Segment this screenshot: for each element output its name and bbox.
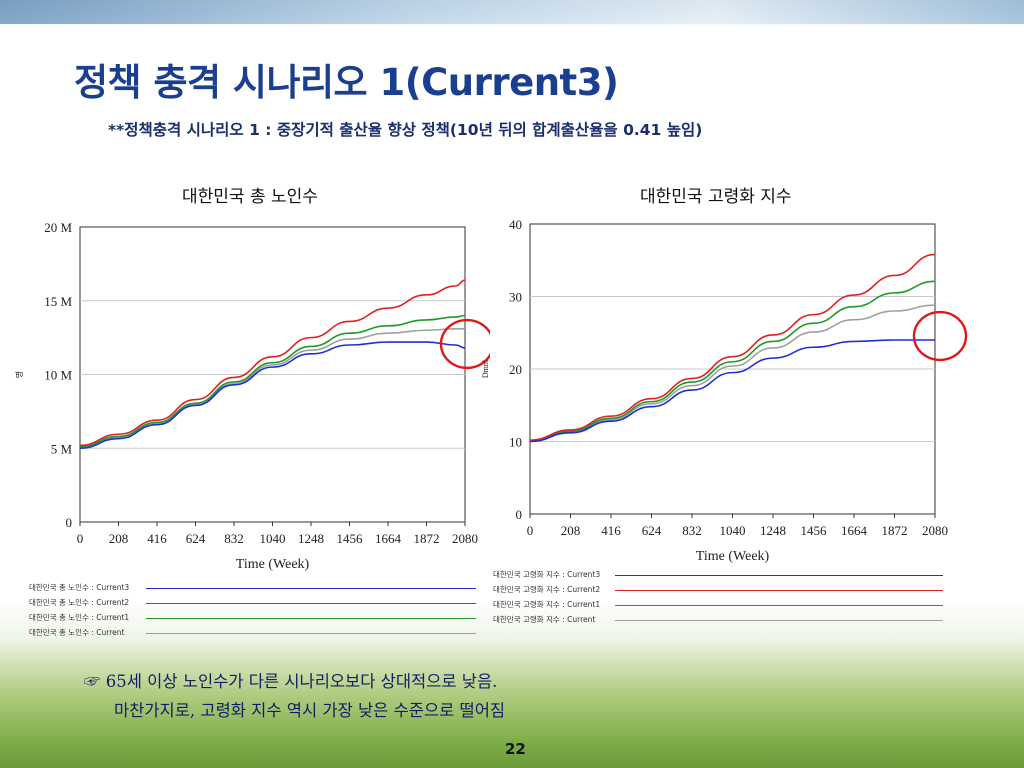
y-tick-label: 30: [509, 290, 522, 305]
x-tick-label: 208: [561, 523, 581, 538]
legend-swatch: [615, 620, 943, 621]
legend-swatch: [615, 590, 943, 591]
legend-item: 대한민국 고령화 지수 : Current2: [493, 584, 953, 598]
series-line: [79, 279, 466, 447]
x-tick-label: 1248: [298, 531, 324, 546]
note-line-1: ☞ 65세 이상 노인수가 다른 시나리오보다 상대적으로 낮음.: [84, 672, 498, 691]
legend-label: 대한민국 고령화 지수 : Current: [493, 615, 596, 624]
x-axis-label: Time (Week): [696, 549, 770, 564]
legend-item: 대한민국 총 노인수 : Current1: [29, 612, 489, 626]
x-tick-label: 1040: [720, 523, 746, 538]
x-tick-label: 2080: [922, 523, 948, 538]
x-tick-label: 1456: [801, 523, 828, 538]
aging-index-chart: 0 10 20 30 40 0 208 416 624 832 1040 1248 1456 1664 18…: [481, 217, 968, 564]
slide-title: 정책 충격 시나리오 1(Current3): [74, 61, 619, 104]
x-tick-label: 1872: [882, 523, 908, 538]
legend-item: 대한민국 고령화 지수 : Current: [493, 614, 953, 628]
legend-label: 대한민국 총 노인수 : Current1: [29, 613, 130, 622]
y-tick-label: 0: [66, 515, 73, 530]
y-tick-label: 10: [509, 435, 522, 450]
series-line: [529, 339, 935, 443]
x-tick-label: 832: [224, 531, 244, 546]
series-line: [529, 280, 936, 442]
legend-item: 대한민국 총 노인수 : Current3: [29, 582, 489, 596]
chart-title-elderly-population: 대한민국 총 노인수: [182, 187, 318, 207]
x-axis-label: Time (Week): [236, 557, 310, 572]
legend-swatch: [615, 605, 943, 606]
y-tick-label: 20: [509, 362, 522, 377]
legend-label: 대한민국 고령화 지수 : Current1: [493, 600, 601, 609]
series-line: [529, 304, 936, 442]
x-tick-label: 0: [77, 531, 84, 546]
x-tick-label: 208: [109, 531, 129, 546]
legend-swatch: [615, 575, 943, 576]
series-line: [529, 253, 936, 441]
legend-aging-index: 대한민국 고령화 지수 : Current3 대한민국 고령화 지수 : Cur…: [493, 569, 953, 629]
legend-swatch: [146, 633, 476, 634]
legend-swatch: [146, 603, 476, 604]
note-line-2: 마찬가지로, 고령화 지수 역시 가장 낮은 수준으로 떨어짐: [114, 701, 506, 720]
x-tick-label: 1664: [841, 523, 868, 538]
elderly-population-chart: 0 5 M 10 M 15 M 20 M 0 208 416 624 832 1040 1248 145…: [14, 220, 490, 572]
legend-label: 대한민국 총 노인수 : Current: [29, 628, 125, 637]
legend-label: 대한민국 총 노인수 : Current2: [29, 598, 130, 607]
x-tick-label: 2080: [452, 531, 478, 546]
y-tick-label: 5 M: [51, 441, 73, 456]
page-number: 22: [505, 740, 526, 758]
legend-item: 대한민국 고령화 지수 : Current1: [493, 599, 953, 613]
x-tick-label: 1456: [337, 531, 364, 546]
x-tick-label: 624: [186, 531, 206, 546]
legend-swatch: [146, 588, 476, 589]
chart-title-aging-index: 대한민국 고령화 지수: [640, 187, 792, 207]
legend-swatch: [146, 618, 476, 619]
highlight-circle: [912, 310, 968, 362]
x-tick-label: 624: [642, 523, 662, 538]
x-tick-label: 832: [682, 523, 702, 538]
x-tick-label: 0: [527, 523, 534, 538]
y-tick-label: 10 M: [44, 368, 72, 383]
header-band: [0, 0, 1024, 24]
x-tick-label: 416: [601, 523, 621, 538]
x-tick-label: 1872: [414, 531, 440, 546]
y-tick-label: 15 M: [44, 294, 72, 309]
x-tick-label: 1248: [760, 523, 786, 538]
legend-item: 대한민국 총 노인수 : Current: [29, 627, 489, 641]
legend-item: 대한민국 총 노인수 : Current2: [29, 597, 489, 611]
series-line: [79, 314, 466, 448]
series-line: [79, 341, 466, 450]
legend-item: 대한민국 고령화 지수 : Current3: [493, 569, 953, 583]
y-axis-label: Dmnl: [481, 359, 490, 378]
y-tick-label: 0: [516, 507, 523, 522]
x-tick-label: 416: [147, 531, 167, 546]
x-tick-label: 1040: [260, 531, 286, 546]
y-axis-label: 명: [14, 371, 24, 378]
y-tick-label: 40: [509, 217, 522, 232]
legend-label: 대한민국 고령화 지수 : Current3: [493, 570, 601, 579]
highlight-circle: [439, 318, 490, 370]
legend-label: 대한민국 고령화 지수 : Current2: [493, 585, 601, 594]
legend-elderly-population: 대한민국 총 노인수 : Current3 대한민국 총 노인수 : Curre…: [29, 582, 489, 642]
slide-subtitle: **정책충격 시나리오 1 : 중장기적 출산율 향상 정책(10년 뒤의 합계…: [108, 121, 703, 139]
legend-label: 대한민국 총 노인수 : Current3: [29, 583, 130, 592]
x-tick-label: 1664: [375, 531, 402, 546]
y-tick-label: 20 M: [44, 220, 72, 235]
